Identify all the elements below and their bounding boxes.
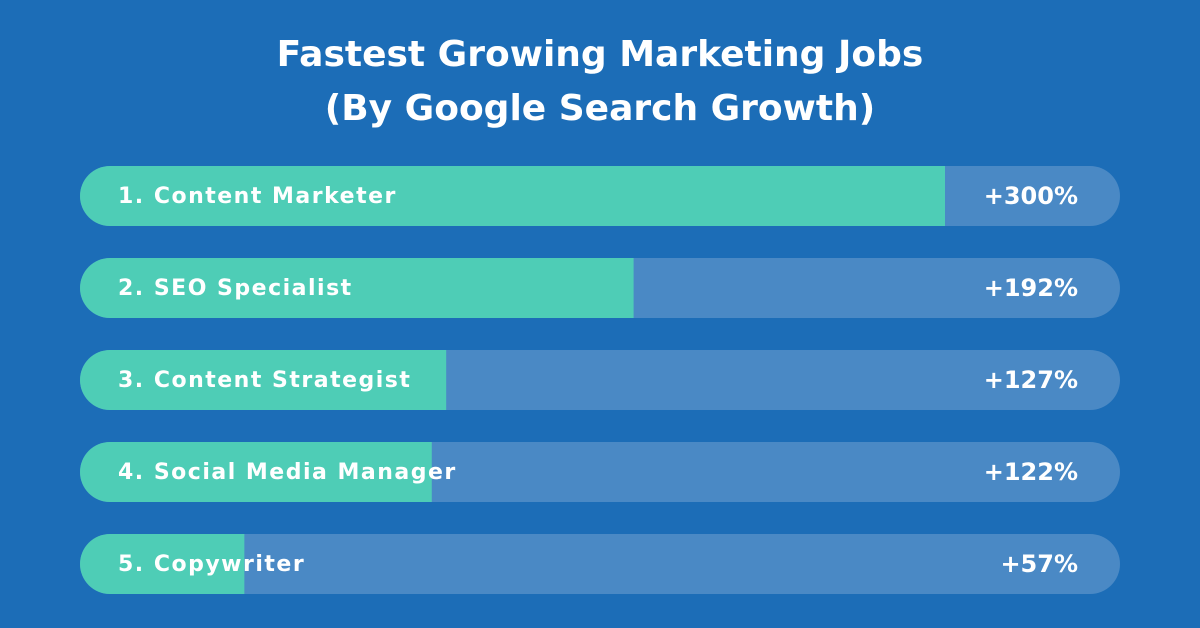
category-label: 3. Content Strategist [118, 368, 411, 393]
value-label: +122% [984, 458, 1078, 486]
value-label: +57% [1000, 550, 1078, 578]
value-label: +192% [984, 274, 1078, 302]
bar [80, 442, 432, 502]
value-label: +300% [984, 182, 1078, 210]
bar [80, 350, 447, 410]
category-label: 1. Content Marketer [118, 184, 397, 209]
bar-track [80, 534, 1120, 594]
category-label: 2. SEO Specialist [118, 276, 353, 301]
category-label: 4. Social Media Manager [118, 460, 457, 485]
bar [80, 258, 634, 318]
chart-title: Fastest Growing Marketing Jobs [277, 34, 924, 75]
value-label: +127% [984, 366, 1078, 394]
category-label: 5. Copywriter [118, 552, 305, 577]
bar [80, 534, 245, 594]
bar [80, 166, 945, 226]
chart-subtitle: (By Google Search Growth) [325, 88, 875, 129]
